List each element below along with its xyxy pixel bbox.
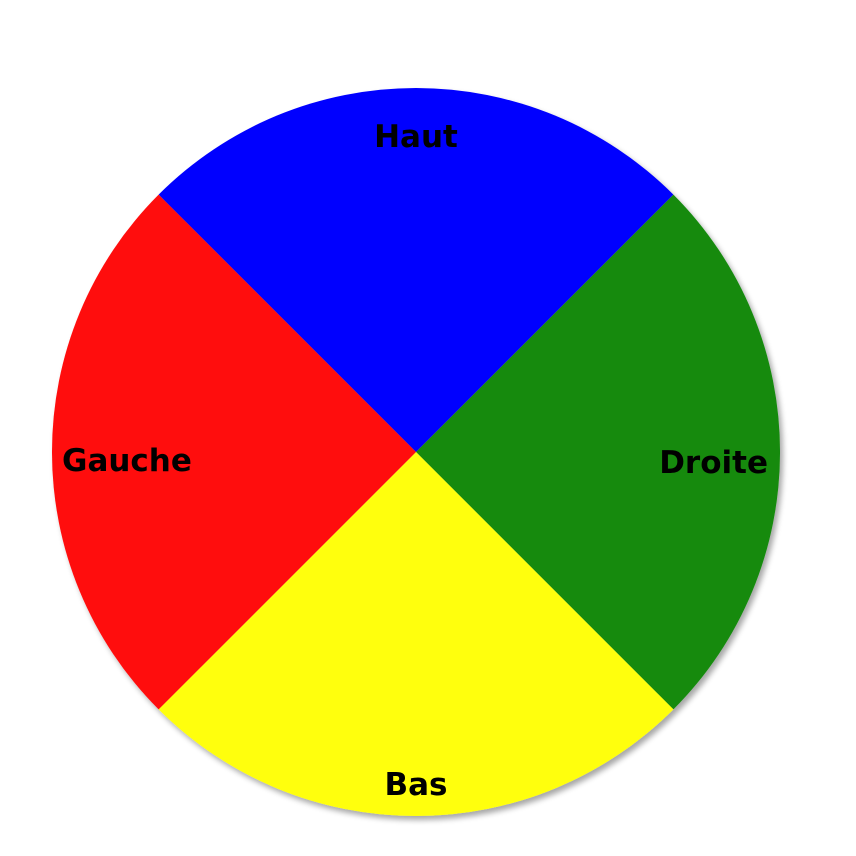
label-bas: Bas	[385, 767, 448, 803]
label-droite: Droite	[659, 445, 768, 481]
wheel-sectors	[51, 87, 781, 817]
sector-gauche	[51, 194, 416, 710]
sector-haut	[158, 87, 674, 452]
label-gauche: Gauche	[62, 443, 192, 479]
label-haut: Haut	[374, 119, 458, 155]
sector-droite	[416, 194, 781, 710]
sector-bas	[158, 452, 674, 817]
